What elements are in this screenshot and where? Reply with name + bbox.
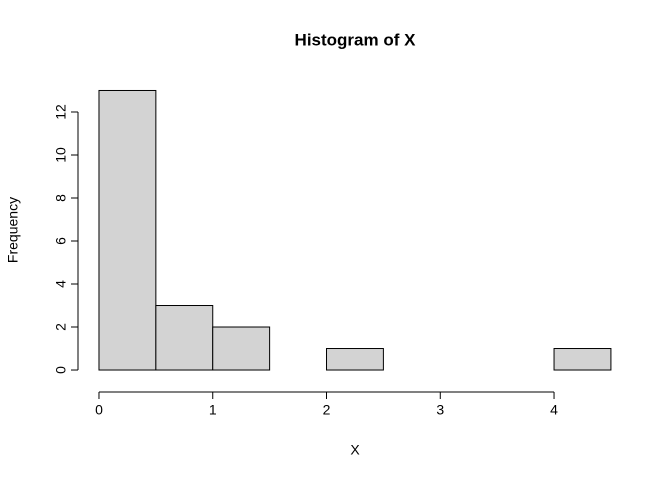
bar [326,348,384,371]
y-tick-label: 2 [53,323,69,331]
bar [212,326,271,371]
y-tick-label: 10 [53,147,69,163]
y-tick-label: 6 [53,237,69,245]
bar [98,89,157,371]
x-tick-label: 0 [95,402,103,418]
chart-title: Histogram of X [295,30,417,49]
bar [155,305,214,371]
y-tick-label: 12 [53,104,69,120]
x-tick-label: 4 [550,402,558,418]
y-axis-label: Frequency [5,197,21,263]
y-tick-label: 0 [53,366,69,374]
y-tick-label: 8 [53,194,69,202]
x-tick-label: 1 [209,402,217,418]
x-tick-label: 2 [323,402,331,418]
bar [553,348,612,371]
x-axis-label: X [350,442,360,458]
x-tick-label: 3 [436,402,444,418]
y-tick-label: 4 [53,280,69,288]
